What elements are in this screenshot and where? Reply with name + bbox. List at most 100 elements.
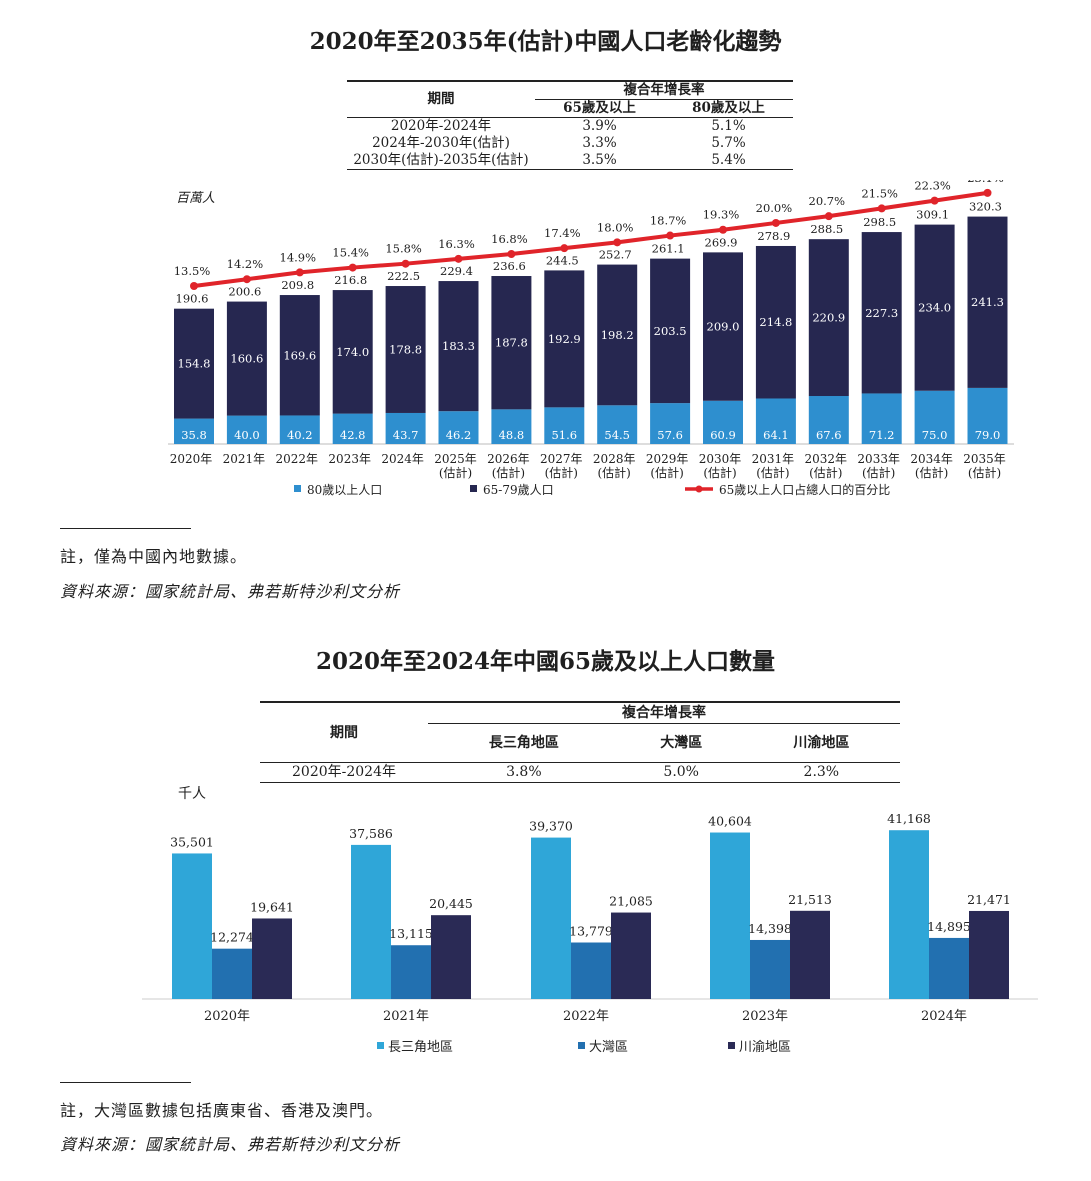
chart1-cagr-table: 期間 複合年增長率 65歲及以上 80歲及以上 2020年-2024年 3.9%… bbox=[347, 80, 793, 170]
chart1-note: 註，僅為中國內地數據。 bbox=[60, 547, 248, 566]
data-label-65-79: 214.8 bbox=[759, 315, 792, 329]
bar-yangtze-delta bbox=[172, 853, 212, 999]
cagr-row: 2020年-2024年 3.8% 5.0% 2.3% bbox=[260, 762, 900, 783]
x-tick-label: (估計) bbox=[492, 465, 525, 480]
x-tick-label: (估計) bbox=[915, 465, 948, 480]
bar-80plus bbox=[491, 409, 532, 444]
x-tick-label: 2028年 bbox=[593, 452, 636, 466]
chart1-stacked-bar-chart: 百萬人 35.8 154.8 190.6 13.5% 2020年 40.0 160.6 200.… bbox=[168, 180, 1014, 497]
data-label-65-79: 183.3 bbox=[442, 339, 475, 353]
data-label-80plus: 54.5 bbox=[604, 428, 630, 442]
data-label: 14,895 bbox=[927, 919, 971, 934]
percentage-point bbox=[877, 204, 886, 213]
bar-chengdu-chongqing bbox=[252, 918, 292, 999]
bar-65-79 bbox=[279, 295, 320, 416]
x-tick-label: 2023年 bbox=[328, 452, 371, 466]
data-label-80plus: 60.9 bbox=[710, 428, 736, 442]
chart1-unit-label: 百萬人 bbox=[176, 191, 215, 206]
data-label-65-79: 241.3 bbox=[971, 295, 1004, 309]
cagr-value: 3.5% bbox=[535, 152, 664, 170]
bar-greater-bay-area bbox=[929, 937, 969, 999]
x-tick-label: 2033年 bbox=[857, 452, 900, 466]
total-label: 236.6 bbox=[493, 259, 526, 273]
bar-65-79 bbox=[544, 270, 585, 408]
chart2-grouped-bar-chart: 千人 35,501 12,274 19,641 2020年 37,586 13,115 20,… bbox=[142, 786, 1038, 1055]
percentage-label: 20.0% bbox=[756, 201, 793, 215]
bar-65-79 bbox=[491, 276, 532, 410]
total-label: 229.4 bbox=[440, 264, 473, 278]
total-label: 278.9 bbox=[757, 229, 790, 243]
bar-80plus bbox=[174, 418, 214, 444]
bar-80plus bbox=[703, 400, 743, 444]
x-tick-label: 2034年 bbox=[910, 452, 953, 466]
x-tick-label: 2021年 bbox=[223, 452, 266, 466]
bar-80plus bbox=[226, 415, 267, 444]
data-label-80plus: 42.8 bbox=[340, 428, 366, 442]
percentage-point bbox=[666, 231, 675, 240]
legend-swatch bbox=[377, 1042, 384, 1049]
data-label-80plus: 79.0 bbox=[975, 428, 1001, 442]
data-label-65-79: 174.0 bbox=[336, 345, 369, 359]
legend-swatch bbox=[578, 1042, 585, 1049]
bar-greater-bay-area bbox=[212, 948, 252, 999]
data-label-80plus: 57.6 bbox=[657, 428, 683, 442]
data-label: 21,471 bbox=[967, 892, 1011, 907]
chart2-title: 2020年至2024年中國65歲及以上人口數量 bbox=[315, 648, 776, 675]
percentage-point bbox=[930, 196, 939, 205]
bar-chengdu-chongqing bbox=[790, 910, 830, 999]
bar-80plus bbox=[597, 405, 638, 444]
chart2-unit-label: 千人 bbox=[178, 786, 206, 802]
total-label: 288.5 bbox=[810, 222, 843, 236]
bar-chengdu-chongqing bbox=[969, 910, 1009, 999]
data-label-65-79: 209.0 bbox=[707, 320, 740, 334]
x-tick-label: 2030年 bbox=[699, 452, 742, 466]
bar-65-79 bbox=[755, 245, 796, 399]
bar-80plus bbox=[544, 407, 585, 444]
bar-65-79 bbox=[438, 281, 479, 412]
x-tick-label: 2020年 bbox=[204, 1009, 250, 1024]
x-tick-label: 2024年 bbox=[381, 452, 424, 466]
x-tick-label: (估計) bbox=[650, 465, 683, 480]
total-label: 309.1 bbox=[916, 208, 949, 222]
cagr-value: 5.1% bbox=[711, 118, 746, 134]
total-label: 261.1 bbox=[652, 242, 685, 256]
total-label: 320.3 bbox=[969, 200, 1002, 214]
legend-point-percentage bbox=[695, 485, 703, 493]
data-label-65-79: 227.3 bbox=[865, 306, 898, 320]
total-label: 298.5 bbox=[863, 215, 896, 229]
data-label: 35,501 bbox=[170, 834, 214, 849]
bar-yangtze-delta bbox=[351, 844, 391, 999]
percentage-label: 23.1% bbox=[967, 180, 1004, 185]
x-tick-label: 2032年 bbox=[805, 452, 848, 466]
data-label-65-79: 169.6 bbox=[283, 348, 316, 362]
legend-label: 大灣區 bbox=[589, 1040, 628, 1055]
cagr-col-header: 川渝地區 bbox=[793, 735, 850, 751]
bar-80plus bbox=[438, 411, 479, 444]
bar-80plus bbox=[861, 393, 902, 444]
percentage-label: 19.3% bbox=[703, 208, 740, 222]
chart2-source: 資料來源：國家統計局、弗若斯特沙利文分析 bbox=[60, 1135, 401, 1154]
data-label-65-79: 220.9 bbox=[812, 311, 845, 325]
data-label-80plus: 48.8 bbox=[499, 428, 525, 442]
x-tick-label: (估計) bbox=[862, 465, 895, 480]
cagr-period-header: 期間 bbox=[260, 701, 428, 763]
bar-65-79 bbox=[914, 224, 955, 391]
data-label: 39,370 bbox=[529, 819, 573, 834]
cagr-col-header: 65歲及以上 bbox=[535, 99, 664, 118]
percentage-label: 18.0% bbox=[597, 220, 634, 234]
cagr-value: 2.3% bbox=[742, 762, 900, 783]
bar-65-79 bbox=[597, 264, 638, 406]
bar-yangtze-delta bbox=[889, 830, 929, 999]
cagr-value: 5.0% bbox=[619, 762, 743, 783]
percentage-point bbox=[560, 244, 569, 253]
bar-80plus bbox=[279, 415, 320, 444]
data-label-65-79: 198.2 bbox=[601, 328, 634, 342]
x-tick-label: 2023年 bbox=[742, 1009, 788, 1024]
percentage-line bbox=[193, 190, 988, 288]
chart2-note-rule bbox=[60, 1082, 191, 1083]
x-tick-label: (估計) bbox=[439, 465, 472, 480]
data-label: 41,168 bbox=[887, 811, 931, 826]
x-tick-label: 2025年 bbox=[434, 452, 477, 466]
data-label-65-79: 187.8 bbox=[495, 336, 528, 350]
percentage-point bbox=[613, 238, 622, 247]
